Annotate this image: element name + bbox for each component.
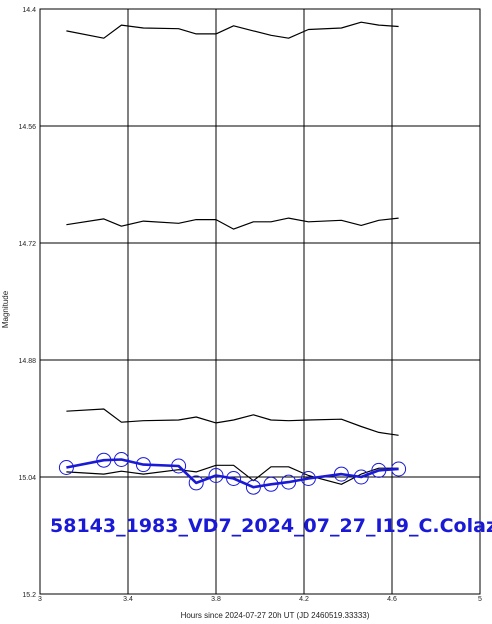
target-point-marker [96,452,112,468]
target-point-marker [226,471,242,486]
target-point-marker [188,475,204,491]
y-tick-label: 14.56 [18,124,36,131]
x-tick-label: 5 [478,596,482,603]
target-point-marker [245,479,261,495]
x-tick-label: 4.6 [387,596,397,603]
comparison-star-line-3 [66,408,399,436]
y-axis-label: Magnitude [1,290,10,328]
series-layer [58,21,407,495]
target-point-marker [371,462,387,478]
target-point-marker [281,474,297,490]
comparison-star-line-4 [66,464,399,485]
x-tick-label: 3.8 [211,596,221,603]
comparison-star-line-1 [66,21,399,39]
tick-labels: 3 3.4 3.8 4.2 4.6 5 14.4 14.56 14.72 14.88 15.04 15… [18,7,482,603]
target-point-marker [300,471,316,486]
plot-frame [39,8,481,595]
target-point-marker [171,458,187,474]
y-tick-label: 15.2 [22,592,36,599]
target-point-marker [113,452,129,467]
x-tick-label: 3.4 [123,596,133,603]
y-tick-label: 14.88 [18,358,36,365]
y-tick-label: 15.04 [18,475,36,482]
target-lightcurve-line [66,458,399,489]
x-tick-label: 3 [38,596,42,603]
x-axis-label: Hours since 2024-07-27 20h UT (JD 246051… [181,611,370,620]
target-point-marker [333,466,349,482]
observation-label: 58143_1983_VD7_2024_07_27_I19_C.Colazo [50,515,492,537]
target-point-marker [208,468,224,483]
x-tick-label: 4.2 [299,596,309,603]
target-point-marker [391,461,407,477]
grid [39,8,481,595]
comparison-star-line-2 [66,217,399,230]
target-point-marker [263,476,279,492]
target-point-marker [58,460,74,475]
target-point-marker [353,469,369,485]
y-tick-label: 14.72 [18,241,36,248]
target-point-marker [135,457,151,473]
y-tick-label: 14.4 [22,7,36,14]
